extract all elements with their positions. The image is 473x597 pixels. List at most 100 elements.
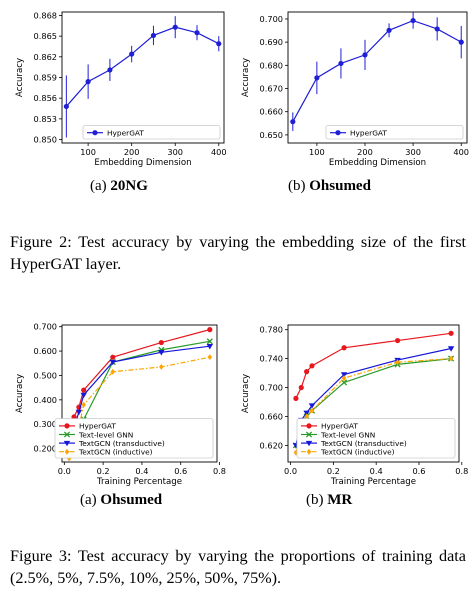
data-point	[206, 343, 214, 350]
data-point	[290, 119, 296, 125]
y-tick-label: 0.660	[260, 411, 283, 421]
data-point	[304, 413, 309, 420]
figure-3-caption: Figure 3: Test accuracy by varying the p…	[10, 547, 466, 587]
plot-group: 0.650 0.660 0.670 0.680 0.690 0.700 100 200 300 4…	[241, 11, 469, 168]
data-point	[150, 32, 157, 39]
subcaption-tag: (b)	[306, 492, 324, 508]
x-tick-label: 200	[357, 147, 373, 157]
y-tick-label: 0.865	[34, 31, 57, 41]
data-point	[395, 359, 400, 366]
y-tick-label: 0.200	[34, 444, 57, 454]
x-tick-label: 0.0	[284, 466, 297, 476]
legend-label: TextGCN (inductive)	[78, 448, 153, 457]
x-tick-label: 0.2	[97, 466, 110, 476]
x-tick-label: 0.4	[370, 466, 383, 476]
data-point	[158, 339, 164, 346]
x-axis-label: Embedding Dimension	[329, 158, 426, 168]
chart-svg: 0.620 0.660 0.700 0.740 0.780 0.0 0.2 0.4 0.6 0.8…	[241, 324, 468, 487]
y-tick-label: 0.690	[260, 37, 283, 47]
data-point	[85, 79, 91, 85]
legend-marker	[305, 440, 313, 447]
legend-marker	[306, 448, 312, 455]
legend-marker	[92, 130, 98, 136]
subcaption-name: MR	[327, 492, 353, 508]
legend-label: TextGCN (inductive)	[320, 448, 395, 457]
plot-group: 0.620 0.660 0.700 0.740 0.780 0.0 0.2 0.4 0.6 0.8…	[241, 324, 468, 487]
data-point	[110, 354, 116, 360]
x-axis-label: Training Percentage	[330, 477, 416, 487]
x-tick-label: 400	[211, 147, 227, 157]
y-tick-label: 0.600	[34, 346, 57, 356]
y-tick-label: 0.620	[260, 440, 283, 450]
subcaption-fig2b: (b) Ohsumed	[288, 178, 371, 195]
data-point	[304, 369, 310, 375]
data-point	[129, 51, 135, 57]
data-point	[80, 392, 87, 399]
plot-frame	[287, 11, 468, 144]
x-tick-label: 0.0	[58, 466, 71, 476]
legend-label: HyperGAT	[79, 422, 116, 431]
chart-svg: 0.650 0.660 0.670 0.680 0.690 0.700 100 200 300 4…	[241, 11, 469, 168]
legend-label: Text-level GNN	[78, 430, 133, 439]
y-tick-label: 0.853	[34, 114, 57, 124]
plot-frame	[61, 11, 225, 144]
data-point	[194, 30, 200, 36]
legend-label: Text-level GNN	[320, 430, 375, 439]
legend-label: TextGCN (transductive)	[320, 439, 407, 448]
data-point	[341, 375, 347, 382]
plot-frame	[61, 324, 218, 463]
legend-label: TextGCN (transductive)	[78, 439, 165, 448]
legend-box	[54, 418, 214, 459]
legend-marker	[335, 130, 341, 136]
data-point	[386, 27, 392, 33]
data-point	[394, 337, 401, 344]
y-tick-label: 0.856	[34, 93, 57, 103]
data-point	[63, 103, 69, 110]
x-axis-label: Embedding Dimension	[94, 158, 191, 168]
subcaption-name: 20NG	[110, 178, 148, 194]
subcaption-tag: (a)	[90, 178, 107, 194]
data-point	[107, 67, 113, 73]
legend-box	[325, 125, 464, 140]
data-point	[159, 363, 164, 370]
x-tick-label: 0.6	[174, 466, 187, 476]
legend-marker	[306, 423, 312, 429]
x-tick-label: 0.8	[213, 466, 226, 476]
data-point	[362, 52, 368, 58]
y-axis-label: Accuracy	[241, 374, 251, 413]
data-point	[207, 354, 213, 361]
data-point	[448, 355, 454, 362]
subcaption-fig2a: (a) 20NG	[90, 178, 148, 195]
y-tick-label: 0.700	[34, 322, 57, 332]
chart-embedding-20ng: 0.850 0.853 0.856 0.859 0.862 0.865 0.868 100 20…	[0, 0, 236, 180]
subcaption-fig3b: (b) MR	[306, 492, 352, 509]
subcaption-fig3a: (a) Ohsumed	[80, 492, 162, 509]
data-point	[158, 350, 165, 356]
subcaption-tag: (b)	[288, 178, 306, 194]
x-tick-label: 100	[80, 147, 96, 157]
series-line	[65, 26, 220, 107]
series-line	[292, 19, 462, 122]
chart-proportion-mr: 0.620 0.660 0.700 0.740 0.780 0.0 0.2 0.4 0.6 0.8…	[236, 312, 473, 488]
legend-marker	[63, 431, 71, 438]
y-tick-label: 0.780	[260, 325, 283, 335]
chart-svg: 0.850 0.853 0.856 0.859 0.862 0.865 0.868 100 20…	[15, 10, 227, 168]
legend-marker	[64, 448, 70, 455]
y-tick-label: 0.700	[260, 14, 283, 24]
y-tick-label: 0.650	[260, 130, 283, 140]
data-point	[309, 363, 315, 369]
data-point	[298, 384, 304, 391]
y-tick-label: 0.862	[34, 52, 57, 62]
data-point	[448, 330, 454, 336]
y-tick-label: 0.660	[260, 107, 283, 117]
legend-marker	[63, 440, 71, 447]
plot-group: 0.200 0.300 0.400 0.500 0.600 0.700 0.0 0.2 0.4 0…	[15, 322, 226, 487]
series-line	[295, 332, 452, 399]
y-tick-label: 0.300	[34, 419, 57, 429]
data-point	[109, 359, 117, 366]
data-point	[341, 345, 347, 351]
data-point	[293, 395, 299, 401]
data-point	[81, 387, 87, 393]
x-tick-label: 0.2	[327, 466, 340, 476]
x-tick-label: 200	[124, 147, 140, 157]
